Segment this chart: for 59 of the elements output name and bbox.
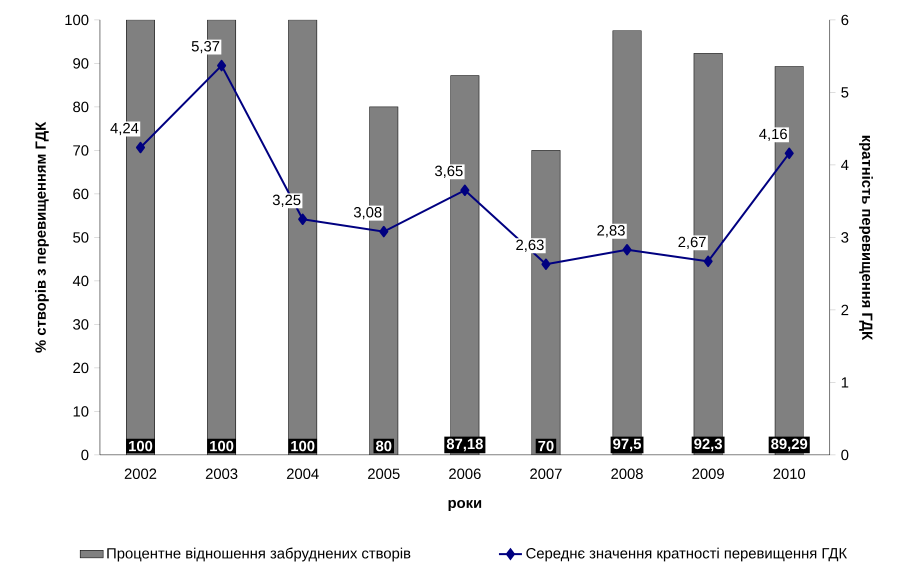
data-label: 70 (538, 440, 554, 452)
data-label: 2,83 (597, 225, 625, 238)
x-tick-label: 2004 (286, 468, 319, 479)
data-label: 92,3 (694, 438, 722, 452)
data-label: 3,65 (435, 166, 463, 178)
point (136, 142, 146, 154)
y2-tick-label: 0 (841, 450, 848, 460)
y2-tick-label: 3 (841, 232, 848, 243)
x-tick-label: 2009 (692, 468, 724, 479)
x-tick-label: 2002 (124, 468, 156, 479)
point (379, 226, 388, 238)
point (704, 256, 713, 268)
data-label: 100 (291, 440, 314, 452)
x-tick-label: 2008 (611, 468, 643, 479)
legend-label: Середнє значення кратності перевищення ГДК (526, 548, 847, 562)
data-label: 97,5 (613, 438, 642, 452)
y-tick-label: 70 (73, 145, 88, 156)
data-label: 80 (376, 440, 392, 452)
y-tick-label: 80 (73, 102, 88, 112)
x-tick-label: 2005 (368, 468, 400, 479)
point (541, 258, 550, 270)
point (298, 214, 308, 225)
data-label: 100 (210, 440, 234, 452)
data-label: 2,63 (516, 240, 544, 252)
x-tick-label: 2007 (530, 468, 562, 479)
y-tick-label: 50 (73, 232, 88, 243)
data-label: 4,24 (110, 122, 138, 136)
data-label: 100 (129, 440, 152, 452)
legend-label: Процентне відношення забруднених створів (107, 548, 410, 562)
y2-tick-label: 1 (842, 377, 848, 388)
y-tick-label: 90 (73, 58, 88, 69)
y-axis-title: % створів з перевищенням ГДК (34, 122, 49, 353)
y-tick-label: 10 (74, 406, 88, 417)
data-label: 2,67 (678, 236, 706, 249)
data-label: 4,16 (759, 128, 787, 141)
y2-axis-title: кратність перевищення ГДК (859, 136, 873, 340)
data-label: 3,08 (354, 206, 382, 220)
point (460, 184, 470, 196)
y-tick-label: 30 (73, 319, 88, 330)
point (784, 148, 794, 159)
x-tick-label: 2010 (773, 468, 806, 479)
y2-tick-label: 4 (841, 160, 849, 170)
data-label: 87,18 (446, 438, 483, 452)
point (217, 60, 226, 72)
y-tick-label: 100 (65, 14, 88, 26)
data-label: 3,25 (272, 194, 300, 207)
y-tick-label: 40 (72, 276, 88, 286)
y2-tick-label: 5 (841, 87, 848, 98)
point (622, 244, 632, 256)
y-tick-label: 60 (73, 188, 88, 200)
data-label: 5,37 (192, 40, 220, 54)
y2-tick-label: 2 (841, 304, 848, 316)
data-label: 89,29 (771, 438, 808, 452)
x-tick-label: 2003 (206, 468, 238, 479)
y-tick-label: 20 (73, 362, 88, 374)
x-tick-label: 2006 (449, 468, 481, 479)
x-axis-title: роки (448, 500, 482, 511)
y2-tick-label: 6 (841, 14, 848, 26)
y-tick-label: 0 (81, 450, 88, 460)
